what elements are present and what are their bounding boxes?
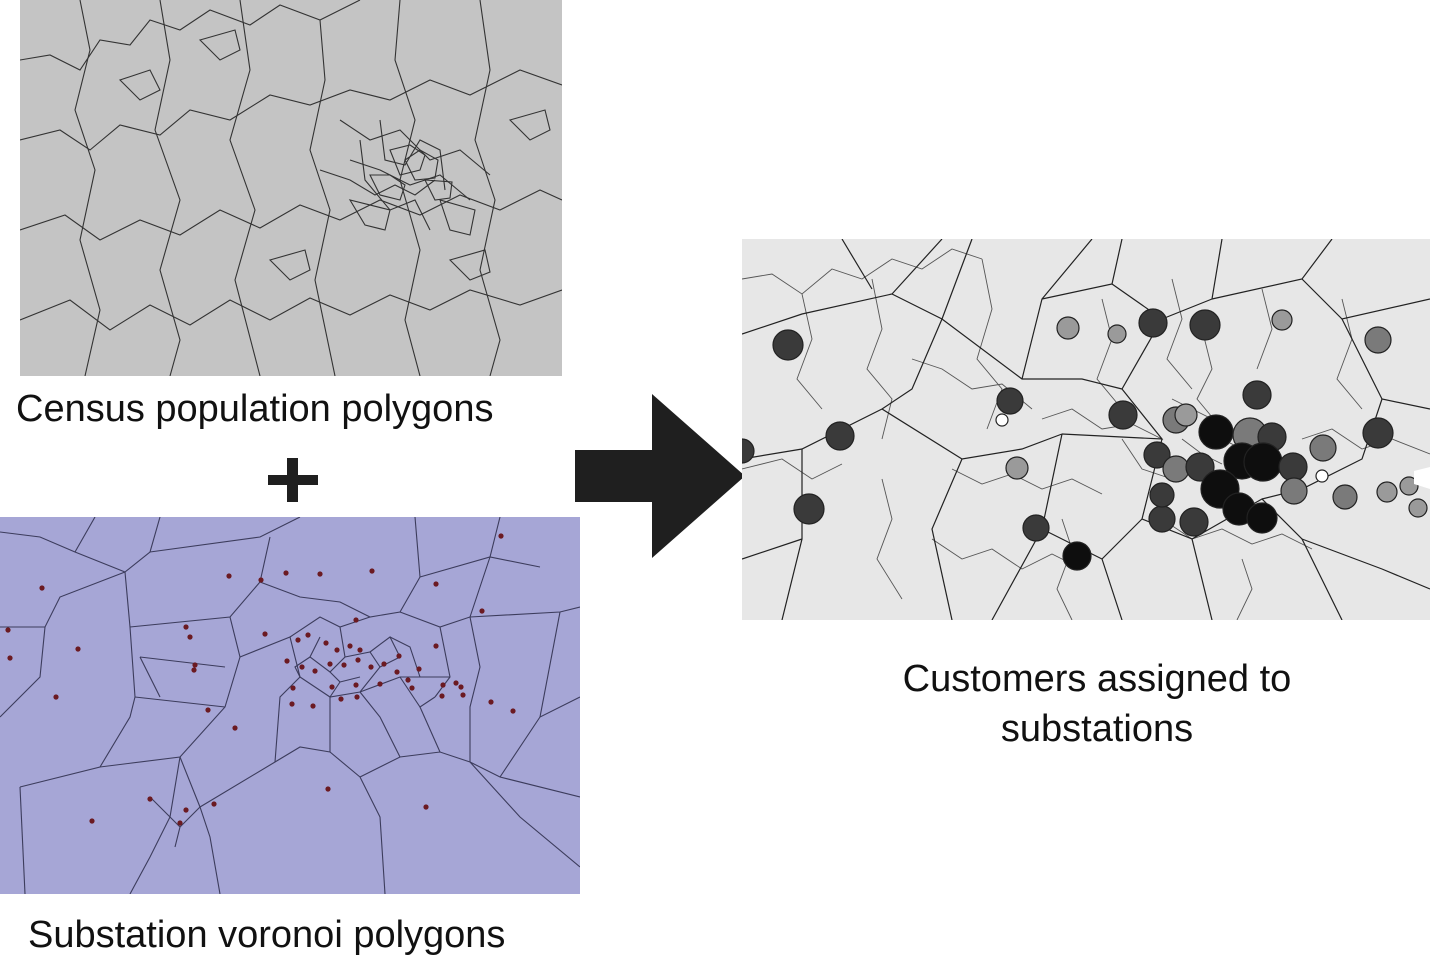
right-arrow-icon	[575, 394, 745, 558]
plus-icon	[268, 458, 318, 502]
result-caption: Customers assigned to substations	[902, 658, 1292, 750]
assigned-map	[742, 239, 1430, 620]
customers-assigned-map	[742, 239, 1430, 620]
substation-customer-markers	[742, 308, 1430, 571]
census-boundaries	[20, 0, 562, 376]
substation-dots	[5, 533, 516, 826]
census-caption: Census population polygons	[16, 388, 494, 430]
census-polygons-map	[20, 0, 562, 376]
voronoi-cells	[0, 517, 580, 894]
voronoi-caption: Substation voronoi polygons	[28, 914, 506, 956]
voronoi-polygons-map	[0, 517, 580, 894]
